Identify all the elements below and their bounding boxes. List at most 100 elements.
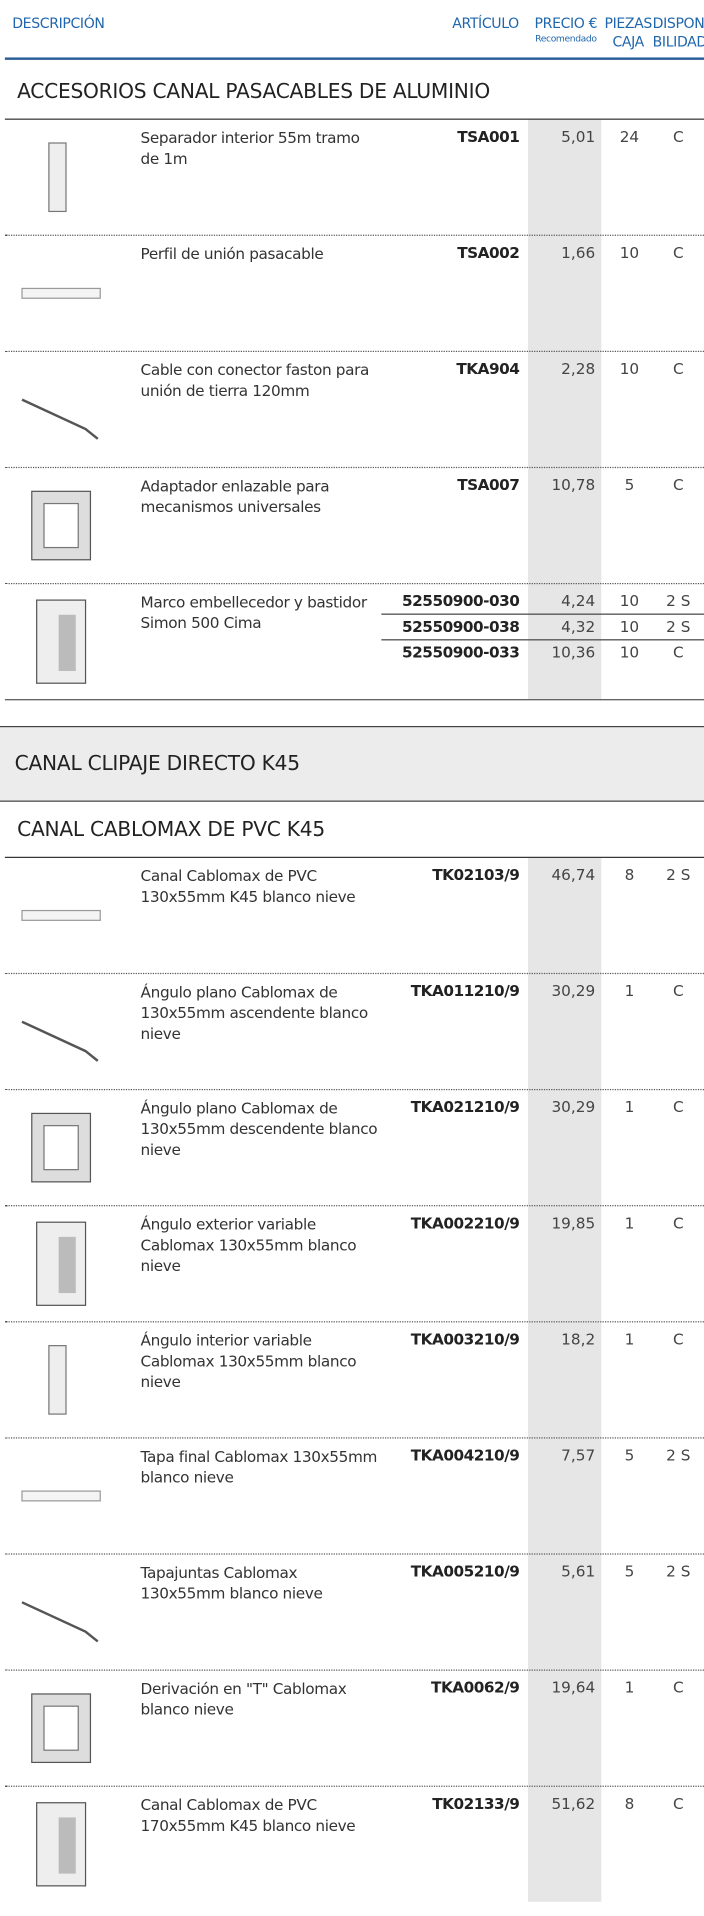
- price: 1,66: [561, 243, 596, 262]
- availability: C: [672, 475, 684, 494]
- article-code: TKA011210/9: [410, 981, 520, 1000]
- article-code: 52550900-038: [402, 617, 520, 636]
- row-separator: [4, 972, 704, 975]
- product-image: [48, 142, 67, 213]
- availability: C: [672, 1794, 684, 1813]
- product-image: [21, 287, 101, 299]
- pieces: 1: [624, 1097, 635, 1116]
- price: 10,36: [551, 642, 596, 662]
- header-article: ARTÍCULO: [452, 14, 519, 32]
- article-code: TSA001: [457, 127, 520, 146]
- article-code: 52550900-033: [402, 642, 520, 662]
- description: Derivación en "T" Cablomax blanco nieve: [140, 1679, 347, 1719]
- article-code: TK02133/9: [432, 1794, 520, 1813]
- header-pieces: PIEZAS: [604, 14, 652, 32]
- header-availability: DISPONI: [652, 14, 704, 32]
- price: 46,74: [551, 865, 596, 884]
- availability: C: [672, 1213, 684, 1232]
- sub-rule: [381, 639, 704, 641]
- price: 30,29: [551, 1097, 596, 1116]
- description: Cable con conector faston para unión de …: [140, 360, 370, 400]
- price: 5,01: [561, 127, 596, 146]
- description: Canal Cablomax de PVC 130x55mm K45 blanc…: [140, 866, 356, 906]
- availability: C: [672, 359, 684, 378]
- description: Ángulo plano Cablomax de 130x55mm ascend…: [140, 982, 369, 1043]
- price: 5,61: [561, 1561, 596, 1581]
- availability: C: [672, 981, 684, 1000]
- article-code: TKA021210/9: [410, 1097, 520, 1116]
- row-separator: [4, 466, 704, 469]
- pieces: 10: [619, 243, 640, 262]
- availability: 2 S: [666, 1561, 691, 1581]
- row-separator: [4, 582, 704, 585]
- pieces: 1: [624, 981, 635, 1000]
- price: 4,32: [561, 617, 596, 636]
- product-image: [31, 490, 92, 561]
- product-image: [31, 1693, 92, 1764]
- description: Tapa final Cablomax 130x55mm blanco niev…: [140, 1447, 378, 1487]
- row-separator: [4, 234, 704, 236]
- section-rule: [4, 856, 704, 858]
- article-code: TK02103/9: [432, 865, 520, 884]
- price-column: [527, 857, 602, 1902]
- section-end-rule: [4, 699, 704, 701]
- pieces: 10: [619, 642, 640, 662]
- pieces: 1: [624, 1678, 635, 1697]
- product-image: [21, 1020, 99, 1062]
- pieces: 24: [619, 127, 640, 146]
- pieces: 8: [624, 1794, 635, 1813]
- price: 2,28: [561, 359, 596, 378]
- availability: C: [672, 243, 684, 262]
- row-separator: [4, 1088, 704, 1091]
- availability: 2 S: [666, 865, 691, 884]
- product-image: [36, 599, 87, 684]
- price: 4,24: [561, 591, 596, 610]
- row-separator: [4, 1437, 704, 1439]
- pieces: 8: [624, 865, 635, 884]
- availability: 2 S: [666, 617, 691, 636]
- price-column: [527, 119, 602, 700]
- pieces: 1: [624, 1329, 635, 1349]
- sub-rule: [381, 613, 704, 615]
- price: 10,78: [551, 475, 596, 494]
- description: Ángulo exterior variable Cablomax 130x55…: [140, 1214, 357, 1275]
- availability: C: [672, 1329, 684, 1349]
- pieces: 10: [619, 591, 640, 610]
- price: 19,85: [551, 1213, 596, 1232]
- category-title: CANAL CLIPAJE DIRECTO K45: [14, 751, 300, 775]
- product-image: [31, 1112, 92, 1183]
- description: Marco embellecedor y bastidor Simon 500 …: [140, 592, 368, 632]
- header-price-note: Recomendado: [535, 32, 597, 44]
- availability: 2 S: [666, 591, 691, 610]
- article-code: TKA904: [456, 359, 520, 378]
- article-code: TKA005210/9: [410, 1561, 520, 1581]
- pieces: 5: [624, 1561, 635, 1581]
- header-price: PRECIO €: [534, 14, 598, 32]
- header-availability: BILIDAD: [652, 32, 704, 51]
- article-code: TKA0062/9: [431, 1678, 520, 1697]
- availability: C: [672, 642, 684, 662]
- row-separator: [4, 1669, 704, 1671]
- price: 19,64: [551, 1678, 596, 1697]
- row-separator: [4, 1321, 704, 1323]
- row-separator: [4, 1205, 704, 1207]
- pieces: 10: [619, 617, 640, 636]
- description: Perfil de unión pasacable: [140, 244, 324, 263]
- product-image: [48, 1345, 67, 1415]
- article-code: TSA002: [457, 243, 520, 262]
- description: Separador interior 55m tramo de 1m: [140, 128, 360, 168]
- article-code: TKA004210/9: [410, 1445, 520, 1465]
- section-rule: [4, 118, 704, 120]
- pieces: 5: [624, 1445, 635, 1465]
- article-code: TKA002210/9: [410, 1213, 520, 1232]
- product-image: [36, 1802, 87, 1887]
- price: 51,62: [551, 1794, 596, 1813]
- row-separator: [4, 1785, 704, 1787]
- pieces: 10: [619, 359, 640, 378]
- header-pieces: CAJA: [612, 32, 644, 51]
- price: 18,2: [561, 1329, 596, 1349]
- availability: C: [672, 1678, 684, 1697]
- header-description: DESCRIPCIÓN: [12, 14, 105, 32]
- row-separator: [4, 350, 704, 352]
